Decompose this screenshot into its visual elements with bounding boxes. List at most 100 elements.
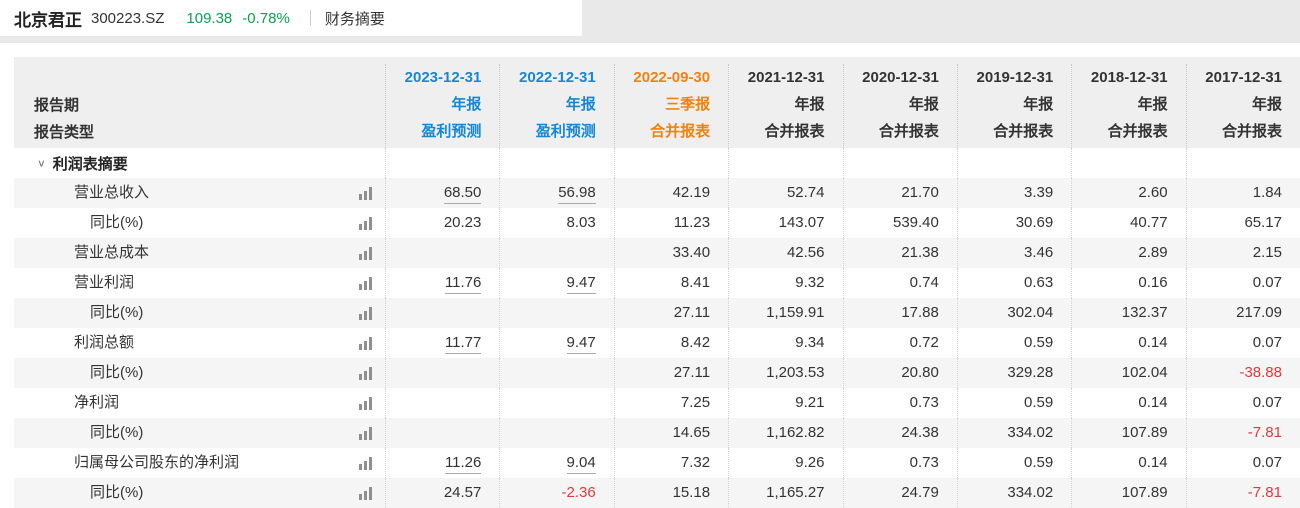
bar-chart-icon[interactable] xyxy=(359,456,372,470)
value-cell: 107.89 xyxy=(1071,478,1185,508)
value-cell: 33.40 xyxy=(613,238,728,268)
value-cell xyxy=(385,298,499,328)
bar-chart-icon[interactable] xyxy=(359,306,372,320)
period-column-header[interactable]: 2021-12-31 年报 合并报表 xyxy=(728,64,842,148)
tab-financial-summary[interactable]: 财务摘要 xyxy=(324,10,385,28)
value-cell: 68.50 xyxy=(385,178,499,208)
row-label-cell: 同比(%) xyxy=(14,208,385,238)
financial-table: 报告期 报告类型 2023-12-31 年报 盈利预测 2022-12-31 年… xyxy=(14,57,1300,508)
value-cell: 1,165.27 xyxy=(728,478,842,508)
value-cell: 9.04 xyxy=(499,448,613,478)
value-cell: 30.69 xyxy=(956,208,1071,238)
value-cell: 9.21 xyxy=(728,388,842,418)
value-cell xyxy=(385,238,499,268)
value-cell: 334.02 xyxy=(956,418,1071,448)
column-period-type: 年报 xyxy=(565,96,596,113)
stock-name: 北京君正 xyxy=(14,10,82,30)
value-cell: 102.04 xyxy=(1071,358,1185,388)
value-cell: 20.80 xyxy=(842,358,957,388)
section-empty-cell xyxy=(613,148,728,178)
value-cell: 7.25 xyxy=(613,388,728,418)
period-column-header[interactable]: 2019-12-31 年报 合并报表 xyxy=(956,64,1071,148)
column-period-type: 年报 xyxy=(794,96,825,113)
row-label-cell: 归属母公司股东的净利润 xyxy=(14,448,385,478)
row-label-cell: 利润总额 xyxy=(14,328,385,358)
value-cell: 3.46 xyxy=(956,238,1071,268)
table-header-row: 报告期 报告类型 2023-12-31 年报 盈利预测 2022-12-31 年… xyxy=(14,57,1300,148)
row-label: 营业总收入 xyxy=(74,184,150,201)
bar-chart-icon[interactable] xyxy=(359,426,372,440)
bar-chart-icon[interactable] xyxy=(359,396,372,410)
period-column-header[interactable]: 2018-12-31 年报 合并报表 xyxy=(1071,64,1185,148)
value-cell: 27.11 xyxy=(613,298,728,328)
value-cell: 2.60 xyxy=(1071,178,1185,208)
chevron-down-icon: ∨ xyxy=(37,157,46,169)
value-cell: 11.23 xyxy=(613,208,728,238)
column-period-type: 年报 xyxy=(908,96,939,113)
value-cell: 24.57 xyxy=(385,478,499,508)
row-label: 同比(%) xyxy=(90,424,144,441)
column-report-type: 合并报表 xyxy=(878,123,939,140)
bar-chart-icon[interactable] xyxy=(359,366,372,380)
value-cell: 334.02 xyxy=(956,478,1071,508)
value-cell: -38.88 xyxy=(1185,358,1300,388)
value-cell: 0.73 xyxy=(842,388,957,418)
value-cell: 21.38 xyxy=(842,238,957,268)
value-cell xyxy=(499,238,613,268)
column-period-type: 年报 xyxy=(1023,96,1054,113)
section-toggle[interactable]: ∨ 利润表摘要 xyxy=(14,148,385,178)
value-cell: 65.17 xyxy=(1185,208,1300,238)
period-column-header[interactable]: 2020-12-31 年报 合并报表 xyxy=(842,64,957,148)
column-report-type: 盈利预测 xyxy=(535,123,596,140)
value-cell: -2.36 xyxy=(499,478,613,508)
period-column-header[interactable]: 2022-09-30 三季报 合并报表 xyxy=(613,64,728,148)
value-cell: 539.40 xyxy=(842,208,957,238)
row-label: 同比(%) xyxy=(90,304,144,321)
value-cell: 0.14 xyxy=(1071,388,1185,418)
column-date: 2022-12-31 xyxy=(519,69,596,86)
column-report-type: 合并报表 xyxy=(764,123,825,140)
column-report-type: 合并报表 xyxy=(1221,123,1282,140)
value-cell: 9.32 xyxy=(728,268,842,298)
table-row: 同比(%) 24.57 -2.36 15.18 1,165.27 24.79 334.02… xyxy=(14,478,1300,508)
value-cell: 2.89 xyxy=(1071,238,1185,268)
bar-chart-icon[interactable] xyxy=(359,276,372,290)
period-column-header[interactable]: 2017-12-31 年报 合并报表 xyxy=(1185,64,1300,148)
period-column-header[interactable]: 2023-12-31 年报 盈利预测 xyxy=(385,64,499,148)
column-date: 2017-12-31 xyxy=(1205,69,1282,86)
value-cell: 8.41 xyxy=(613,268,728,298)
value-cell: 0.59 xyxy=(956,328,1071,358)
section-empty-cell xyxy=(385,148,499,178)
bar-chart-icon[interactable] xyxy=(359,486,372,500)
value-cell: 8.42 xyxy=(613,328,728,358)
table-body: 营业总收入 68.50 56.98 42.19 52.74 21.70 3.39 2.60 1… xyxy=(14,178,1300,508)
value-cell: 0.73 xyxy=(842,448,957,478)
bar-chart-icon[interactable] xyxy=(359,336,372,350)
bar-chart-icon[interactable] xyxy=(359,216,372,230)
value-cell: 40.77 xyxy=(1071,208,1185,238)
bar-chart-icon[interactable] xyxy=(359,246,372,260)
column-date: 2018-12-31 xyxy=(1090,69,1168,86)
bar-chart-icon[interactable] xyxy=(359,186,372,200)
value-cell: 21.70 xyxy=(842,178,957,208)
row-label: 净利润 xyxy=(74,394,120,411)
section-empty-cell xyxy=(956,148,1071,178)
value-cell: 143.07 xyxy=(728,208,842,238)
column-report-type: 合并报表 xyxy=(993,123,1054,140)
column-report-type: 合并报表 xyxy=(650,123,711,140)
period-column-header[interactable]: 2022-12-31 年报 盈利预测 xyxy=(499,64,613,148)
value-cell: 1,203.53 xyxy=(728,358,842,388)
column-date: 2022-09-30 xyxy=(633,69,711,86)
value-cell: 302.04 xyxy=(956,298,1071,328)
table-row: 同比(%) 20.23 8.03 11.23 143.07 539.40 30.69 40.… xyxy=(14,208,1300,238)
row-label-cell: 营业总收入 xyxy=(14,178,385,208)
value-cell: 14.65 xyxy=(613,418,728,448)
value-cell: 217.09 xyxy=(1185,298,1300,328)
row-label: 营业利润 xyxy=(74,274,135,291)
value-cell: 0.07 xyxy=(1185,268,1300,298)
value-cell: 0.14 xyxy=(1071,448,1185,478)
value-cell: 42.19 xyxy=(613,178,728,208)
value-cell xyxy=(499,418,613,448)
value-cell: 9.26 xyxy=(728,448,842,478)
